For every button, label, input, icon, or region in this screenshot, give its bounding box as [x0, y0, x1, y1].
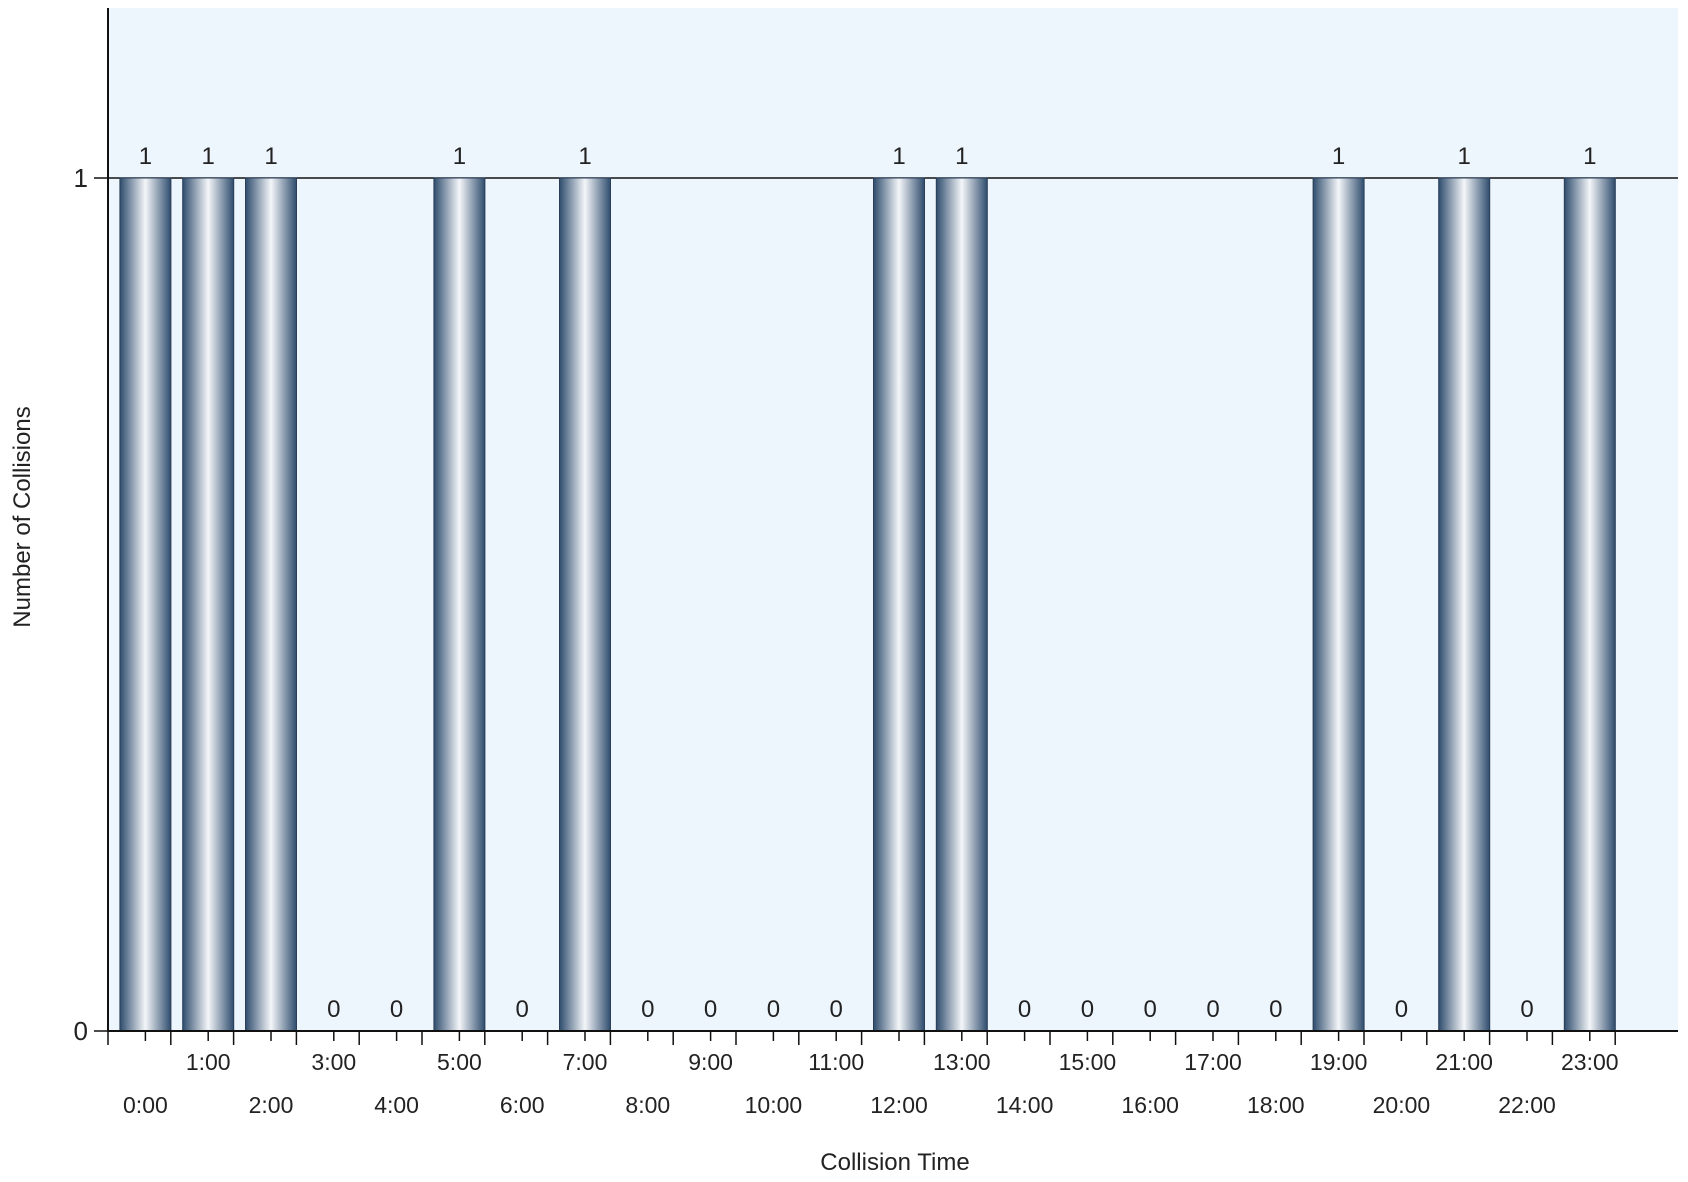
data-label-17:00: 0 [1206, 996, 1219, 1023]
bar-12:00 [873, 177, 925, 1032]
data-label-7:00: 1 [578, 143, 591, 170]
data-label-19:00: 1 [1332, 143, 1345, 170]
x-tick-label-12:00: 12:00 [870, 1092, 928, 1118]
x-tick-label-4:00: 4:00 [374, 1092, 419, 1118]
bar-1:00 [182, 177, 235, 1032]
bars [119, 177, 1616, 1032]
data-label-22:00: 0 [1520, 996, 1533, 1023]
x-tick-label-8:00: 8:00 [625, 1092, 670, 1118]
data-label-11:00: 0 [830, 996, 843, 1023]
x-tick-label-20:00: 20:00 [1373, 1092, 1431, 1118]
bar-19:00 [1312, 177, 1365, 1032]
x-tick-label-17:00: 17:00 [1184, 1049, 1242, 1075]
labels: 10:0011:0012:0003:0004:0015:0006:0017:00… [74, 143, 1619, 1118]
data-label-12:00: 1 [892, 143, 905, 170]
data-label-3:00: 0 [327, 996, 340, 1023]
data-label-21:00: 1 [1458, 143, 1471, 170]
data-label-8:00: 0 [641, 996, 654, 1023]
data-label-10:00: 0 [767, 996, 780, 1023]
bar-7:00 [559, 177, 611, 1032]
data-label-1:00: 1 [202, 143, 215, 170]
data-label-4:00: 0 [390, 996, 403, 1023]
bar-2:00 [245, 177, 297, 1032]
x-tick-label-16:00: 16:00 [1121, 1092, 1179, 1118]
bar-13:00 [935, 177, 988, 1032]
bar-5:00 [433, 177, 486, 1032]
bar-0:00 [119, 177, 172, 1032]
x-tick-label-11:00: 11:00 [808, 1049, 864, 1075]
x-tick-label-6:00: 6:00 [500, 1092, 545, 1118]
x-tick-label-7:00: 7:00 [563, 1049, 608, 1075]
data-label-15:00: 0 [1081, 996, 1094, 1023]
data-label-5:00: 1 [453, 143, 466, 170]
data-label-23:00: 1 [1583, 143, 1596, 170]
x-axis-title: Collision Time [820, 1149, 969, 1176]
x-tick-label-13:00: 13:00 [933, 1049, 991, 1075]
data-label-6:00: 0 [516, 996, 529, 1023]
x-tick-label-23:00: 23:00 [1561, 1049, 1619, 1075]
x-tick-label-18:00: 18:00 [1247, 1092, 1305, 1118]
data-label-16:00: 0 [1144, 996, 1157, 1023]
bar-21:00 [1438, 177, 1491, 1032]
x-tick-label-2:00: 2:00 [249, 1092, 294, 1118]
data-label-9:00: 0 [704, 996, 717, 1023]
data-label-18:00: 0 [1269, 996, 1282, 1023]
x-tick-label-3:00: 3:00 [311, 1049, 356, 1075]
data-label-20:00: 0 [1395, 996, 1408, 1023]
x-tick-label-14:00: 14:00 [996, 1092, 1054, 1118]
x-tick-label-5:00: 5:00 [437, 1049, 482, 1075]
x-tick-label-21:00: 21:00 [1435, 1049, 1493, 1075]
data-label-13:00: 1 [955, 143, 968, 170]
y-tick-label-1: 1 [74, 163, 88, 193]
data-label-2:00: 1 [264, 143, 277, 170]
x-tick-label-19:00: 19:00 [1310, 1049, 1368, 1075]
axes [94, 8, 1678, 1045]
x-tick-label-1:00: 1:00 [186, 1049, 231, 1075]
x-tick-label-0:00: 0:00 [123, 1092, 168, 1118]
x-tick-label-15:00: 15:00 [1059, 1049, 1117, 1075]
data-label-14:00: 0 [1018, 996, 1031, 1023]
y-axis-title: Number of Collisions [9, 406, 36, 627]
data-label-0:00: 1 [139, 143, 152, 170]
y-tick-label-0: 0 [74, 1016, 88, 1046]
x-tick-label-9:00: 9:00 [688, 1049, 733, 1075]
x-tick-label-22:00: 22:00 [1498, 1092, 1556, 1118]
bar-23:00 [1563, 177, 1616, 1032]
x-tick-label-10:00: 10:00 [745, 1092, 803, 1118]
